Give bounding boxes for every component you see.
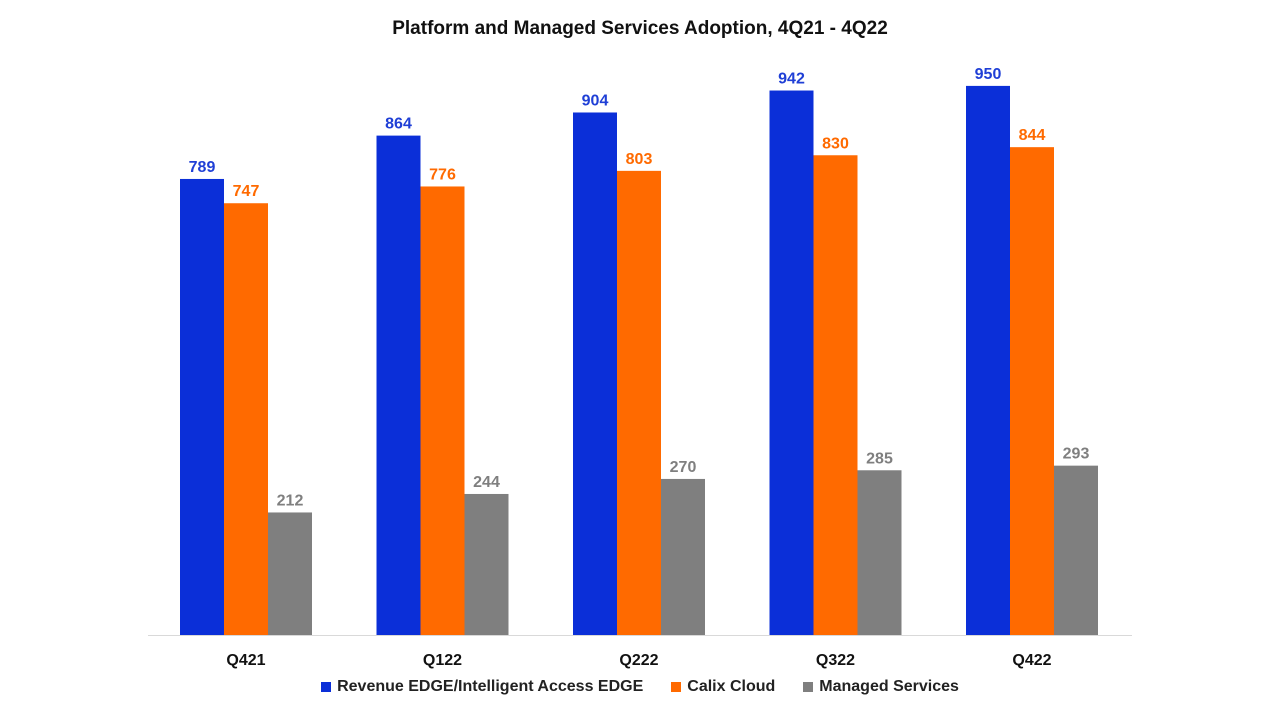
data-label-managed-services-q322: 285: [866, 450, 893, 467]
bar-revenue-edge-intelligent-access-edge-q322: [769, 90, 814, 636]
legend-label-calix-cloud: Calix Cloud: [687, 678, 776, 695]
data-label-calix-cloud-q122: 776: [429, 166, 456, 183]
bar-revenue-edge-intelligent-access-edge-q421: [180, 178, 224, 635]
legend-item-revenue-edge: Revenue EDGE/Intelligent Access EDGE: [321, 678, 643, 696]
data-label-revenue-edge-intelligent-access-edge-q122: 864: [385, 116, 412, 133]
legend-item-managed-services: Managed Services: [803, 678, 959, 696]
bar-calix-cloud-q421: [224, 203, 268, 635]
data-label-calix-cloud-q421: 747: [233, 183, 260, 200]
x-tick-label-q122: Q122: [423, 652, 462, 669]
bar-revenue-edge-intelligent-access-edge-q122: [376, 135, 421, 635]
chart-title: Platform and Managed Services Adoption, …: [392, 18, 888, 39]
bar-revenue-edge-intelligent-access-edge-q222: [573, 112, 617, 636]
legend-swatch-calix-cloud: [671, 682, 682, 692]
data-label-managed-services-q421: 212: [277, 492, 304, 509]
bar-revenue-edge-intelligent-access-edge-q422: [966, 85, 1010, 635]
legend-item-calix-cloud: Calix Cloud: [671, 678, 775, 696]
bar-managed-services-q422: [1054, 465, 1098, 635]
bar-calix-cloud-q122: [420, 186, 465, 636]
bar-calix-cloud-q422: [1010, 147, 1054, 635]
bar-calix-cloud-q222: [617, 170, 661, 635]
bar-managed-services-q421: [268, 512, 312, 635]
legend-swatch-revenue-edge: [321, 682, 332, 692]
legend-label-revenue-edge: Revenue EDGE/Intelligent Access EDGE: [337, 678, 644, 695]
bar-managed-services-q322: [857, 470, 902, 635]
data-label-revenue-edge-intelligent-access-edge-q421: 789: [189, 159, 216, 176]
bar-calix-cloud-q322: [813, 155, 858, 635]
x-tick-label-q222: Q222: [619, 652, 658, 669]
bar-managed-services-q122: [464, 493, 509, 635]
x-tick-label-q322: Q322: [816, 652, 855, 669]
data-label-revenue-edge-intelligent-access-edge-q222: 904: [582, 92, 609, 109]
legend: Revenue EDGE/Intelligent Access EDGE Cal…: [0, 678, 1280, 696]
bar-managed-services-q222: [661, 478, 705, 635]
legend-label-managed-services: Managed Services: [819, 678, 959, 695]
x-tick-label-q421: Q421: [226, 652, 265, 669]
data-label-calix-cloud-q322: 830: [822, 135, 849, 152]
data-label-revenue-edge-intelligent-access-edge-q322: 942: [778, 71, 805, 88]
data-label-managed-services-q222: 270: [670, 459, 697, 476]
data-label-calix-cloud-q422: 844: [1019, 127, 1046, 144]
x-tick-label-q422: Q422: [1012, 652, 1051, 669]
legend-swatch-managed-services: [803, 682, 814, 692]
data-label-managed-services-q422: 293: [1063, 446, 1090, 463]
data-label-managed-services-q122: 244: [473, 474, 500, 491]
data-label-revenue-edge-intelligent-access-edge-q422: 950: [975, 66, 1002, 83]
data-label-calix-cloud-q222: 803: [626, 151, 653, 168]
